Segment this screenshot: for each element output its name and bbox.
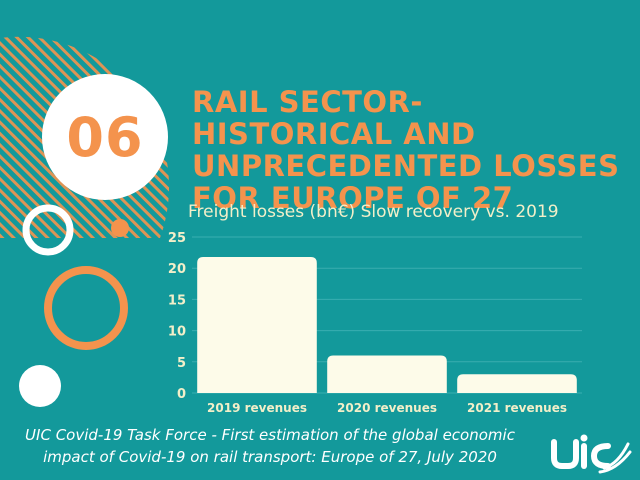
y-tick-label: 5 [177, 356, 186, 371]
bar [197, 256, 317, 393]
dot-orange-decoration [111, 219, 129, 237]
y-tick-label: 10 [168, 325, 186, 340]
y-tick-label: 15 [168, 293, 186, 308]
source-caption-line-2: impact of Covid-19 on rail transport: Eu… [43, 448, 497, 466]
bar [457, 374, 577, 393]
x-category-label: 2020 revenues [337, 401, 437, 415]
bar [327, 355, 447, 393]
y-tick-label: 25 [168, 231, 186, 246]
chart-subtitle: Freight losses (bn€) Slow recovery vs. 2… [188, 202, 559, 222]
y-tick-label: 0 [177, 387, 186, 402]
x-category-label: 2019 revenues [207, 401, 307, 415]
section-number: 06 [66, 105, 144, 169]
dot-white-decoration [19, 365, 61, 407]
y-tick-label: 20 [168, 262, 186, 277]
section-number-badge: 06 [42, 74, 168, 200]
bar-chart: 0 5 10 15 20 25 2019 revenues 2020 revenues 2021… [168, 231, 582, 415]
source-caption: UIC Covid-19 Task Force - First estimati… [0, 424, 540, 468]
page-title: RAIL SECTOR- HISTORICAL AND UNPRECEDENTE… [192, 85, 620, 215]
x-category-label: 2021 revenues [467, 401, 567, 415]
uic-logo-icon [551, 434, 632, 474]
source-caption-line-1: UIC Covid-19 Task Force - First estimati… [25, 426, 515, 444]
outline-circle-white-decoration [22, 204, 74, 256]
outline-circle-orange-decoration [44, 266, 128, 350]
